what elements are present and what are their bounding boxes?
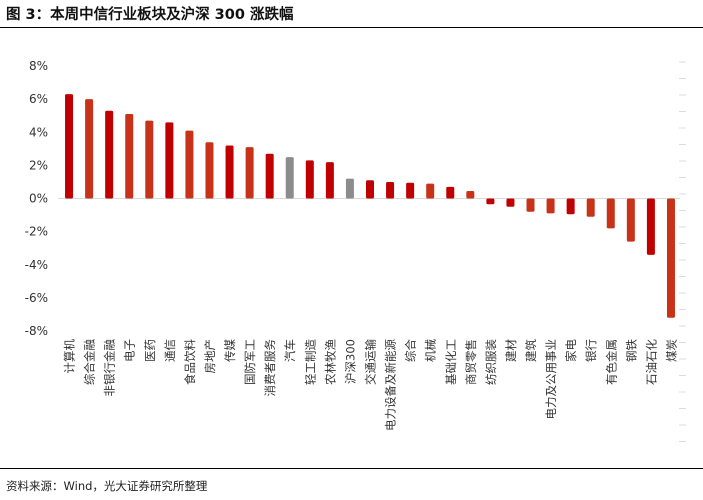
x-tick-label: 家电 xyxy=(564,339,578,362)
y-tick-label: 0% xyxy=(29,192,48,206)
x-tick-label: 综合 xyxy=(404,339,418,362)
y-tick-label: 4% xyxy=(29,125,48,139)
bar xyxy=(185,130,194,199)
x-tick-label: 交通运输 xyxy=(364,339,378,385)
x-tick-label: 传媒 xyxy=(223,339,237,362)
bar xyxy=(626,198,635,242)
figure-title: 图 3：本周中信行业板块及沪深 300 涨跌幅 xyxy=(6,7,294,23)
y-tick-label: 8% xyxy=(29,59,48,73)
bar xyxy=(606,198,615,229)
x-labels-group: 计算机 综合金融 非银行金融 电子 医药 通信 食品饮料 房地产 传媒 国防军工 消费者服务 汽车 轻工… xyxy=(63,339,679,431)
title-rule xyxy=(0,27,703,28)
y-tick-label: -4% xyxy=(25,258,48,272)
x-tick-label: 石油石化 xyxy=(644,339,658,385)
bar xyxy=(366,180,374,199)
source-note: 资料来源：Wind，光大证券研究所整理 xyxy=(6,479,208,493)
x-tick-label: 汽车 xyxy=(283,339,297,362)
y-tick-label: 2% xyxy=(29,158,48,172)
bar xyxy=(305,160,314,199)
y-tick-label: -8% xyxy=(25,324,48,338)
x-tick-label: 非银行金融 xyxy=(103,339,117,397)
x-tick-label: 房地产 xyxy=(203,339,217,374)
bar xyxy=(646,198,655,255)
bar xyxy=(486,198,495,205)
bars-group xyxy=(65,94,675,318)
x-tick-label: 机械 xyxy=(424,339,438,362)
x-tick-label: 基础化工 xyxy=(444,339,458,385)
bar xyxy=(386,181,395,199)
bar xyxy=(586,198,595,217)
x-tick-label: 建材 xyxy=(504,339,518,362)
x-tick-label: 沪深300 xyxy=(343,339,357,384)
bar xyxy=(526,198,535,212)
bar xyxy=(205,142,214,199)
bar xyxy=(65,94,74,199)
x-tick-label: 国防军工 xyxy=(243,339,257,385)
source-rule xyxy=(0,468,703,469)
x-tick-label: 商贸零售 xyxy=(464,339,478,385)
x-tick-label: 电力及公用事业 xyxy=(544,339,558,420)
y-tick-label: 6% xyxy=(29,92,48,106)
bar xyxy=(546,198,555,214)
x-tick-label: 钢铁 xyxy=(624,339,638,362)
x-tick-label: 农林牧渔 xyxy=(323,339,337,385)
bar xyxy=(105,110,114,199)
bar xyxy=(506,198,515,207)
x-tick-label: 银行 xyxy=(584,339,598,362)
bar xyxy=(145,120,154,199)
bar xyxy=(345,178,354,199)
bar xyxy=(325,162,334,199)
x-tick-label: 电力设备及新能源 xyxy=(384,339,398,431)
x-tick-label: 煤炭 xyxy=(664,339,678,362)
x-tick-label: 通信 xyxy=(163,339,177,362)
x-tick-label: 医药 xyxy=(143,339,157,362)
x-tick-label: 纺织服装 xyxy=(484,339,498,385)
bar xyxy=(446,186,455,199)
bar xyxy=(225,145,234,199)
x-tick-label: 电子 xyxy=(123,339,137,362)
right-tick-marks xyxy=(679,61,686,442)
bar xyxy=(165,122,174,199)
bar xyxy=(265,153,274,199)
x-tick-label: 有色金属 xyxy=(604,339,618,385)
x-tick-label: 综合金融 xyxy=(83,339,97,385)
bar xyxy=(666,198,675,318)
bar xyxy=(85,99,94,199)
x-tick-label: 计算机 xyxy=(63,339,77,374)
bar xyxy=(426,183,435,199)
x-tick-label: 消费者服务 xyxy=(263,339,277,397)
bar xyxy=(406,182,415,199)
bar xyxy=(466,191,475,199)
x-tick-label: 食品饮料 xyxy=(183,339,197,385)
x-tick-label: 轻工制造 xyxy=(303,339,317,385)
bar xyxy=(245,147,254,199)
x-tick-label: 建筑 xyxy=(524,339,538,362)
y-tick-label: -6% xyxy=(25,291,48,305)
bar xyxy=(566,198,575,215)
bar xyxy=(285,157,294,199)
bar xyxy=(125,114,134,199)
y-tick-label: -2% xyxy=(25,225,48,239)
